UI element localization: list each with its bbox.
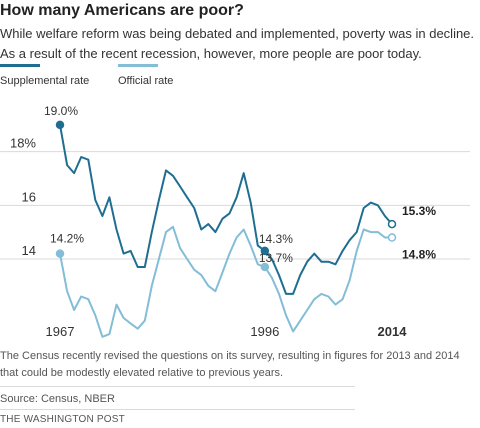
series-line-supplemental bbox=[59, 123, 393, 295]
data-label: 14.3% bbox=[259, 232, 293, 246]
line-chart: 18% 16 14 1967 1996 2014 19.0% 14.2% 14.3% 13.7… bbox=[0, 104, 470, 339]
data-label: 15.3% bbox=[402, 204, 436, 218]
data-point-marker bbox=[55, 120, 65, 130]
credit-line: THE WASHINGTON POST bbox=[0, 414, 125, 425]
chart-subtitle: While welfare reform was being debated a… bbox=[0, 26, 475, 61]
legend-swatch-official bbox=[118, 64, 158, 67]
data-label: 14.2% bbox=[50, 232, 84, 246]
y-tick-label: 16 bbox=[22, 189, 36, 204]
series-line-official bbox=[59, 225, 393, 338]
data-point-marker bbox=[387, 219, 397, 229]
data-labels: 19.0% 14.2% 14.3% 13.7% 15.3% 14.8% bbox=[44, 104, 436, 265]
grid-lines bbox=[0, 151, 470, 260]
x-axis-ticks: 1967 1996 2014 bbox=[46, 324, 408, 339]
data-label: 14.8% bbox=[402, 248, 436, 262]
divider bbox=[0, 409, 355, 410]
x-tick-label: 1996 bbox=[250, 324, 279, 339]
y-tick-label: 18% bbox=[10, 136, 36, 151]
data-point-marker bbox=[260, 246, 270, 256]
source-line: Source: Census, NBER bbox=[0, 393, 115, 405]
y-axis-ticks: 18% 16 14 bbox=[10, 136, 36, 258]
data-label: 13.7% bbox=[259, 251, 293, 265]
legend-swatch-supplemental bbox=[0, 64, 40, 67]
series-lines bbox=[59, 123, 393, 338]
data-point-marker bbox=[260, 262, 270, 272]
data-label: 19.0% bbox=[44, 104, 78, 118]
series-markers bbox=[55, 120, 397, 272]
data-point-marker bbox=[387, 233, 397, 242]
data-point-marker bbox=[55, 249, 65, 258]
chart-title: How many Americans are poor? bbox=[0, 2, 244, 19]
divider bbox=[0, 386, 355, 387]
y-tick-label: 14 bbox=[22, 243, 36, 258]
legend-label-supplemental: Supplemental rate bbox=[0, 75, 90, 87]
legend-label-official: Official rate bbox=[118, 75, 174, 87]
footnote: The Census recently revised the question… bbox=[0, 350, 460, 379]
x-tick-label: 2014 bbox=[378, 324, 408, 339]
x-tick-label: 1967 bbox=[46, 324, 75, 339]
